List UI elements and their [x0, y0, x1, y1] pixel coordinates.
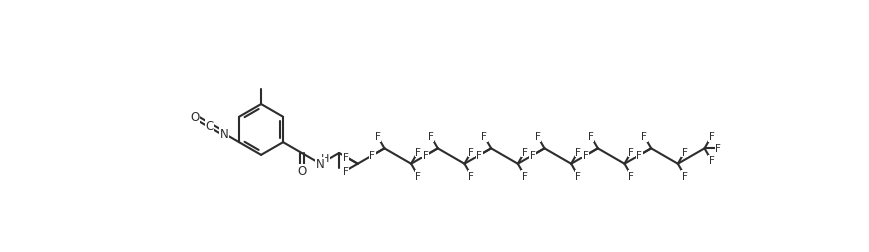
Text: O: O: [190, 111, 200, 124]
Text: F: F: [707, 132, 713, 142]
Text: F: F: [521, 147, 527, 157]
Text: F: F: [481, 132, 487, 142]
Text: F: F: [468, 171, 474, 181]
Text: F: F: [428, 132, 434, 142]
Text: F: F: [714, 144, 720, 154]
Text: F: F: [681, 171, 687, 181]
Text: F: F: [375, 132, 380, 142]
Text: F: F: [534, 132, 540, 142]
Text: O: O: [297, 165, 306, 177]
Text: F: F: [635, 151, 641, 161]
Text: F: F: [475, 151, 481, 161]
Text: F: F: [574, 147, 580, 157]
Text: F: F: [640, 132, 647, 142]
Text: F: F: [587, 132, 594, 142]
Text: F: F: [574, 171, 580, 181]
Text: F: F: [529, 151, 534, 161]
Text: F: F: [415, 147, 421, 157]
Text: F: F: [369, 151, 375, 161]
Text: F: F: [627, 147, 634, 157]
Text: F: F: [468, 147, 474, 157]
Text: F: F: [521, 171, 527, 181]
Text: F: F: [415, 171, 421, 181]
Text: F: F: [627, 171, 634, 181]
Text: N: N: [315, 158, 324, 171]
Text: H: H: [321, 153, 328, 163]
Text: N: N: [220, 128, 229, 141]
Text: F: F: [342, 152, 348, 162]
Text: C: C: [205, 119, 214, 132]
Text: F: F: [342, 166, 348, 176]
Text: F: F: [582, 151, 588, 161]
Text: F: F: [707, 156, 713, 166]
Text: F: F: [681, 147, 687, 157]
Text: F: F: [422, 151, 428, 161]
